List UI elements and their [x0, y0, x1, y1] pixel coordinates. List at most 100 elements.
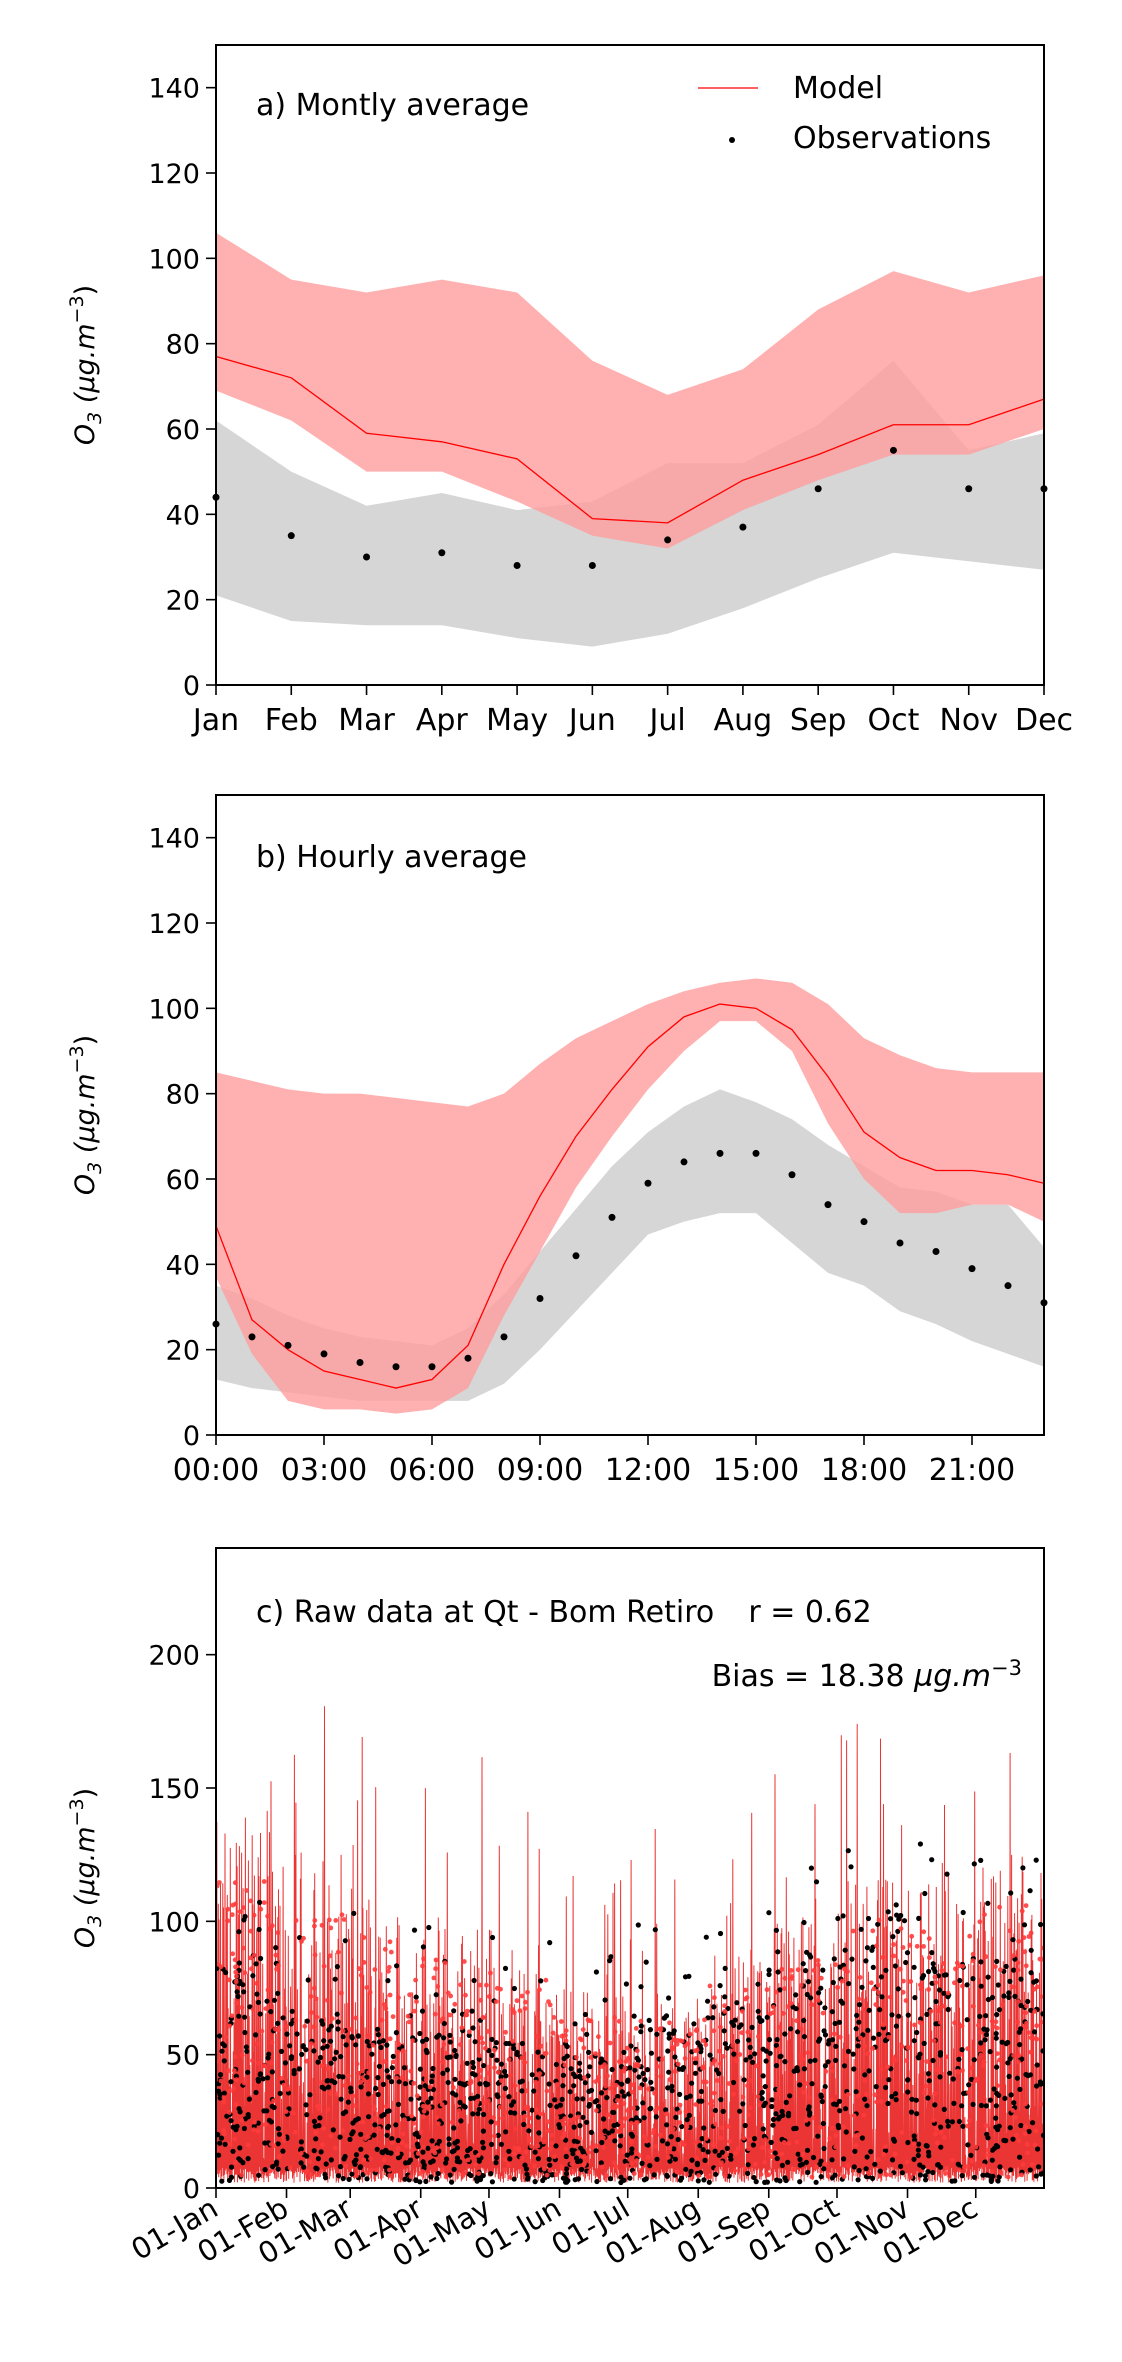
observation-raw-point: [266, 2051, 272, 2057]
observation-raw-point: [1017, 2086, 1023, 2092]
model-raw-point: [239, 2005, 245, 2010]
observation-raw-point: [851, 2066, 857, 2072]
model-raw-point: [325, 2107, 331, 2112]
model-raw-point: [248, 1955, 254, 1961]
observation-raw-point: [304, 2153, 310, 2159]
model-raw-point: [1028, 1930, 1034, 1936]
observation-raw-point: [599, 2056, 605, 2062]
observation-raw-point: [275, 2020, 281, 2026]
observation-raw-point: [821, 2145, 827, 2152]
observation-raw-point: [325, 2084, 332, 2090]
model-raw-point: [466, 2029, 472, 2035]
model-raw-point: [718, 2135, 724, 2141]
observation-point: [392, 1363, 400, 1371]
model-raw-point: [409, 2147, 415, 2153]
model-raw-point: [740, 2009, 745, 2014]
model-raw-point: [782, 1975, 788, 1981]
observation-raw-point: [371, 2132, 377, 2138]
observation-raw-point: [256, 2172, 262, 2178]
observation-raw-point: [864, 1945, 871, 1951]
model-raw-point: [997, 2057, 1002, 2063]
observation-raw-point: [417, 2066, 423, 2072]
observation-raw-point: [328, 2060, 334, 2066]
observation-raw-point: [372, 2122, 378, 2128]
observation-raw-point: [384, 2108, 391, 2114]
observation-raw-point: [579, 2166, 585, 2173]
model-raw-point: [862, 2044, 868, 2049]
model-spread-band: [216, 978, 1044, 1414]
model-raw-point: [967, 1933, 973, 1939]
model-raw-point: [233, 2102, 239, 2107]
model-raw-point: [559, 2164, 564, 2169]
observation-raw-point: [526, 2128, 532, 2134]
model-raw-point: [1039, 2101, 1044, 2107]
observation-raw-point: [476, 2106, 482, 2112]
observation-raw-point: [950, 2076, 956, 2082]
observation-raw-point: [475, 2111, 481, 2117]
observation-raw-point: [326, 2027, 332, 2033]
model-raw-point: [500, 2115, 505, 2121]
observation-raw-point: [420, 1944, 426, 1950]
model-raw-point: [733, 2150, 739, 2156]
observation-raw-point: [607, 1958, 613, 1964]
model-raw-point: [599, 2164, 605, 2170]
observation-raw-point: [421, 2162, 427, 2168]
observation-raw-point: [303, 2102, 309, 2108]
observation-raw-point: [1018, 2002, 1024, 2009]
observation-raw-point: [230, 2124, 236, 2130]
observation-raw-point: [961, 2090, 967, 2096]
observation-raw-point: [820, 1967, 826, 1973]
observation-raw-point: [795, 2151, 801, 2157]
model-raw-point: [399, 2140, 405, 2146]
model-raw-point: [477, 2053, 482, 2059]
model-raw-point: [523, 1999, 528, 2005]
observation-point: [320, 1350, 328, 1358]
observation-raw-point: [912, 1995, 918, 2001]
observation-raw-point: [335, 2019, 341, 2025]
model-raw-point: [463, 1992, 468, 1998]
observation-raw-point: [1020, 1865, 1026, 1871]
observation-raw-point: [764, 2014, 770, 2020]
observation-raw-point: [322, 2171, 328, 2177]
observation-raw-point: [1017, 2042, 1023, 2048]
model-raw-point: [293, 2017, 299, 2023]
model-raw-point: [713, 2121, 718, 2127]
observation-raw-point: [536, 2130, 542, 2136]
observation-raw-point: [989, 2157, 995, 2163]
model-raw-point: [932, 2091, 938, 2096]
monthly-axes-frame: [215, 44, 1045, 686]
monthly-x-tick-label: Jul: [648, 703, 686, 738]
observation-raw-point: [724, 2045, 730, 2051]
model-raw-point: [252, 2119, 257, 2125]
observation-raw-point: [353, 2157, 359, 2163]
model-raw-point: [717, 2048, 722, 2054]
observation-spread-band: [216, 1089, 1044, 1401]
model-raw-point: [432, 2011, 438, 2017]
observation-raw-point: [428, 2095, 434, 2101]
observation-raw-point: [960, 2123, 966, 2129]
model-raw-point: [766, 2172, 771, 2178]
observation-raw-point: [388, 2150, 394, 2156]
observation-raw-point: [741, 2077, 747, 2083]
model-raw-point: [225, 1918, 231, 1924]
model-raw-point: [1015, 2059, 1021, 2065]
model-raw-point: [461, 1959, 467, 1964]
model-raw-point: [788, 1968, 794, 1973]
observation-raw-point: [821, 2028, 827, 2034]
observation-raw-point: [916, 1915, 922, 1921]
observation-raw-point: [1011, 1967, 1017, 1973]
observation-raw-point: [1002, 2095, 1008, 2101]
observation-raw-point: [959, 2103, 965, 2109]
model-raw-point: [452, 2001, 458, 2007]
model-raw-point: [440, 2059, 446, 2065]
observation-raw-point: [1008, 2167, 1014, 2173]
observation-raw-point: [836, 2098, 843, 2104]
observation-raw-point: [1031, 2029, 1038, 2035]
observation-raw-point: [219, 2048, 225, 2054]
raw-y-tick-label: 150: [148, 1774, 200, 1805]
model-raw-point: [582, 2075, 587, 2081]
observation-raw-point: [672, 2054, 678, 2060]
observation-raw-point: [644, 2067, 651, 2073]
observation-raw-point: [352, 2161, 358, 2167]
model-raw-point: [718, 2085, 724, 2091]
